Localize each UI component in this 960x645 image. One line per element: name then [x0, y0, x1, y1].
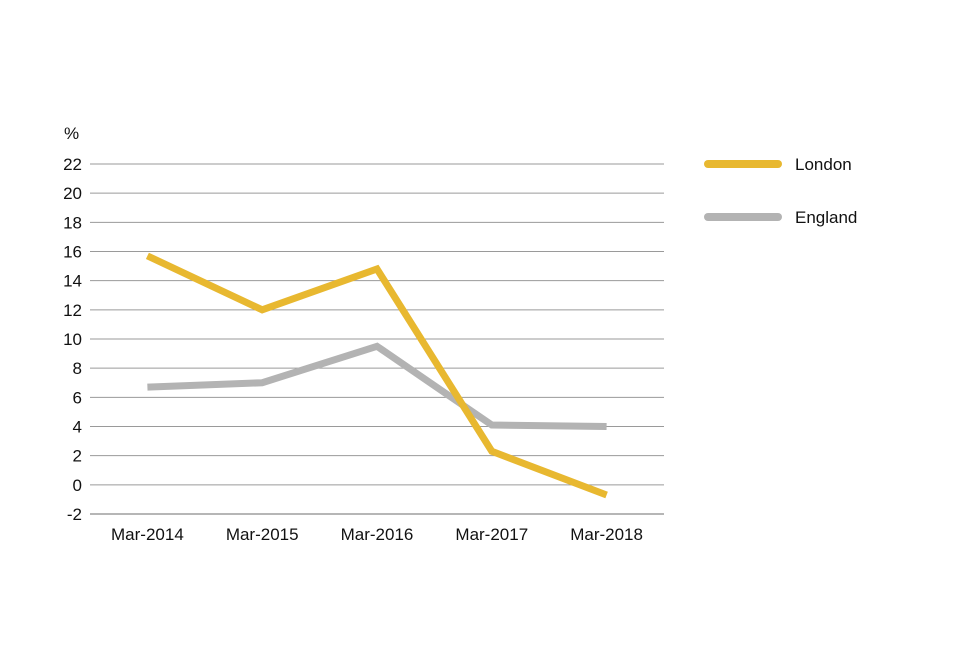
y-tick-label: 16 [63, 243, 82, 262]
y-tick-label: 2 [73, 447, 82, 466]
y-tick-label: 20 [63, 184, 82, 203]
x-tick-label: Mar-2018 [570, 525, 643, 544]
series-lines [145, 252, 608, 499]
series-line-london [145, 252, 608, 499]
x-tick-label: Mar-2017 [455, 525, 528, 544]
series-line-england [147, 342, 607, 430]
y-tick-label: 8 [73, 359, 82, 378]
y-tick-label: 14 [63, 272, 82, 291]
legend: London England [704, 155, 857, 227]
y-tick-label: 12 [63, 301, 82, 320]
legend-label-london: London [795, 155, 852, 174]
x-tick-label: Mar-2014 [111, 525, 184, 544]
y-tick-label: 0 [73, 476, 82, 495]
y-tick-label: -2 [67, 505, 82, 524]
x-tick-label: Mar-2015 [226, 525, 299, 544]
y-tick-label: 10 [63, 330, 82, 349]
y-tick-label: 6 [73, 388, 82, 407]
y-tick-label: 18 [63, 213, 82, 232]
gridlines [90, 163, 664, 515]
legend-label-england: England [795, 208, 857, 227]
y-tick-label: 22 [63, 155, 82, 174]
y-tick-label: 4 [73, 418, 82, 437]
x-tick-label: Mar-2016 [341, 525, 414, 544]
x-axis-ticks: Mar-2014 Mar-2015 Mar-2016 Mar-2017 Mar-2018 [111, 525, 643, 544]
y-axis-ticks: -2 0 2 4 6 8 10 12 14 16 18 20 22 [63, 155, 82, 524]
y-axis-unit-label: % [64, 124, 79, 143]
